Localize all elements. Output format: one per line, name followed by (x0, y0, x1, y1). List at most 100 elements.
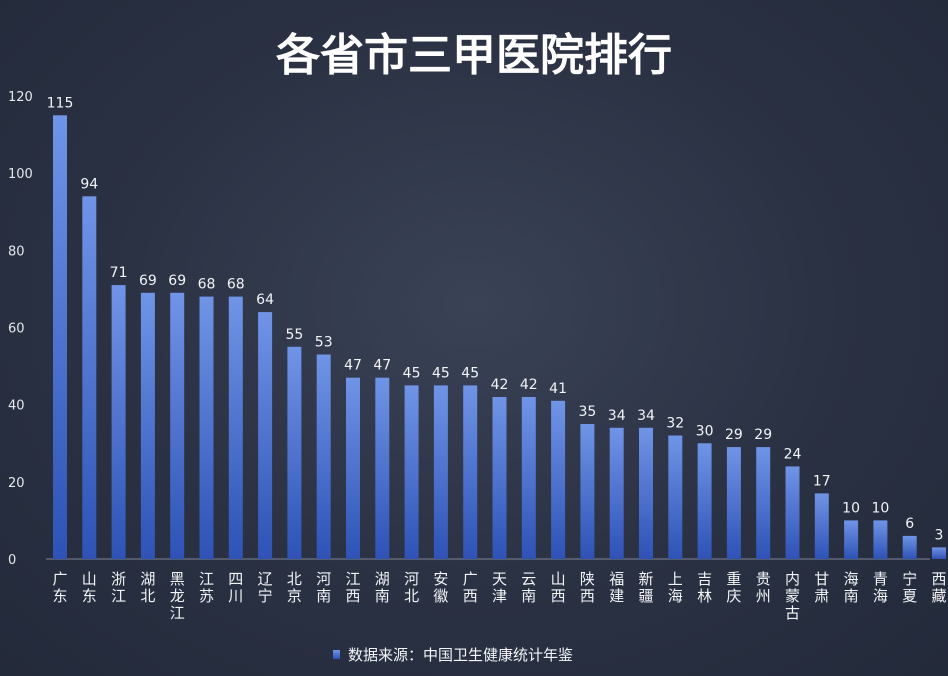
value-label: 55 (285, 327, 303, 343)
value-label: 45 (403, 365, 421, 381)
bar (346, 377, 360, 559)
bar (609, 427, 624, 559)
value-label: 6 (905, 516, 914, 532)
bar (902, 535, 917, 559)
value-label: 32 (666, 416, 684, 432)
legend: 数据来源：中国卫生健康统计年鉴 (333, 646, 573, 664)
bar (170, 292, 185, 559)
x-tick-label: 河南 (316, 570, 331, 605)
x-tick-label: 吉林 (697, 570, 712, 605)
value-label: 69 (168, 273, 186, 289)
y-axis: 0 20 40 60 80 100 120 (8, 90, 33, 568)
value-label: 42 (491, 377, 509, 393)
bar (199, 296, 214, 559)
bars-group (53, 115, 946, 560)
x-tick-label: 内蒙古 (785, 570, 800, 622)
bar (814, 493, 829, 559)
x-tick-label: 湖北 (140, 570, 155, 605)
value-label: 69 (139, 273, 157, 289)
value-label: 64 (256, 292, 274, 308)
x-tick-label: 新疆 (638, 570, 653, 605)
bar (463, 385, 478, 559)
value-label: 24 (784, 446, 802, 462)
x-tick-label: 云南 (521, 570, 536, 605)
bar (697, 443, 712, 560)
x-tick-label: 江苏 (199, 570, 214, 605)
bar (492, 397, 507, 559)
value-label: 68 (198, 277, 216, 293)
bar (316, 354, 331, 559)
legend-swatch (333, 650, 340, 659)
x-tick-label: 山东 (82, 570, 97, 605)
x-tick-label: 西藏 (931, 570, 946, 605)
x-tick-label: 安徽 (433, 570, 448, 605)
x-tick-label: 天津 (492, 570, 507, 605)
x-tick-label: 海南 (844, 570, 859, 605)
bar (726, 447, 741, 559)
value-label: 30 (696, 423, 714, 439)
bar (639, 427, 653, 559)
x-tick-label: 福建 (609, 570, 624, 605)
bar (844, 520, 859, 559)
bar (404, 385, 419, 559)
bar (258, 312, 273, 559)
y-tick-label: 120 (8, 90, 33, 105)
y-tick-label: 0 (8, 553, 16, 568)
y-tick-label: 100 (8, 167, 33, 182)
value-label: 71 (110, 265, 128, 281)
value-label: 41 (549, 381, 567, 397)
x-tick-label: 重庆 (726, 570, 741, 605)
bar (287, 346, 302, 559)
x-tick-label: 甘肃 (814, 570, 829, 605)
chart-title: 各省市三甲医院排行 (276, 30, 672, 81)
bar (53, 115, 67, 560)
bar (668, 435, 683, 559)
value-label: 10 (842, 500, 860, 516)
y-tick-label: 20 (8, 476, 25, 491)
x-tick-label: 黑龙江 (170, 570, 185, 622)
bar (785, 466, 800, 559)
x-tick-label: 湖南 (375, 570, 390, 605)
legend-label: 数据来源：中国卫生健康统计年鉴 (348, 646, 573, 664)
value-label: 68 (227, 277, 245, 293)
x-tick-label: 上海 (668, 570, 683, 605)
value-label: 94 (80, 176, 98, 192)
bar (580, 424, 595, 559)
bar (140, 292, 155, 559)
value-label: 47 (344, 358, 362, 374)
value-label: 45 (461, 365, 479, 381)
bar (873, 520, 888, 559)
x-tick-label: 北京 (287, 570, 302, 605)
value-label: 53 (315, 335, 333, 351)
bar (551, 400, 566, 559)
y-tick-label: 60 (8, 322, 25, 337)
value-label: 42 (520, 377, 538, 393)
x-tick-label: 广东 (52, 570, 67, 605)
x-tick-label: 青海 (873, 570, 888, 605)
value-label: 34 (608, 408, 626, 424)
x-tick-label: 贵州 (756, 570, 771, 605)
value-label: 35 (578, 404, 596, 420)
value-label: 45 (432, 365, 450, 381)
value-labels: 115 94 71 69 69 68 68 64 55 53 47 47 45 45 45 42 42 41 35 3… (47, 95, 944, 543)
bar (756, 447, 771, 559)
value-label: 10 (871, 500, 889, 516)
x-tick-label: 陕西 (580, 570, 595, 605)
x-axis-labels: 广东山东浙江湖北黑龙江江苏四川辽宁北京河南江西湖南河北安徽广西天津云南山西陕西福… (52, 570, 946, 622)
value-label: 47 (373, 358, 391, 374)
x-tick-label: 宁夏 (902, 570, 917, 605)
value-label: 29 (725, 427, 743, 443)
x-tick-label: 广西 (463, 570, 478, 605)
bar (521, 397, 536, 559)
bar (932, 547, 946, 559)
bar (375, 377, 390, 559)
x-tick-label: 河北 (404, 570, 419, 605)
y-tick-label: 40 (8, 399, 25, 414)
value-label: 34 (637, 408, 655, 424)
value-label: 3 (935, 527, 944, 543)
y-tick-label: 80 (8, 244, 25, 259)
x-tick-label: 辽宁 (258, 570, 273, 605)
x-tick-label: 江西 (345, 570, 360, 605)
value-label: 115 (47, 95, 74, 111)
